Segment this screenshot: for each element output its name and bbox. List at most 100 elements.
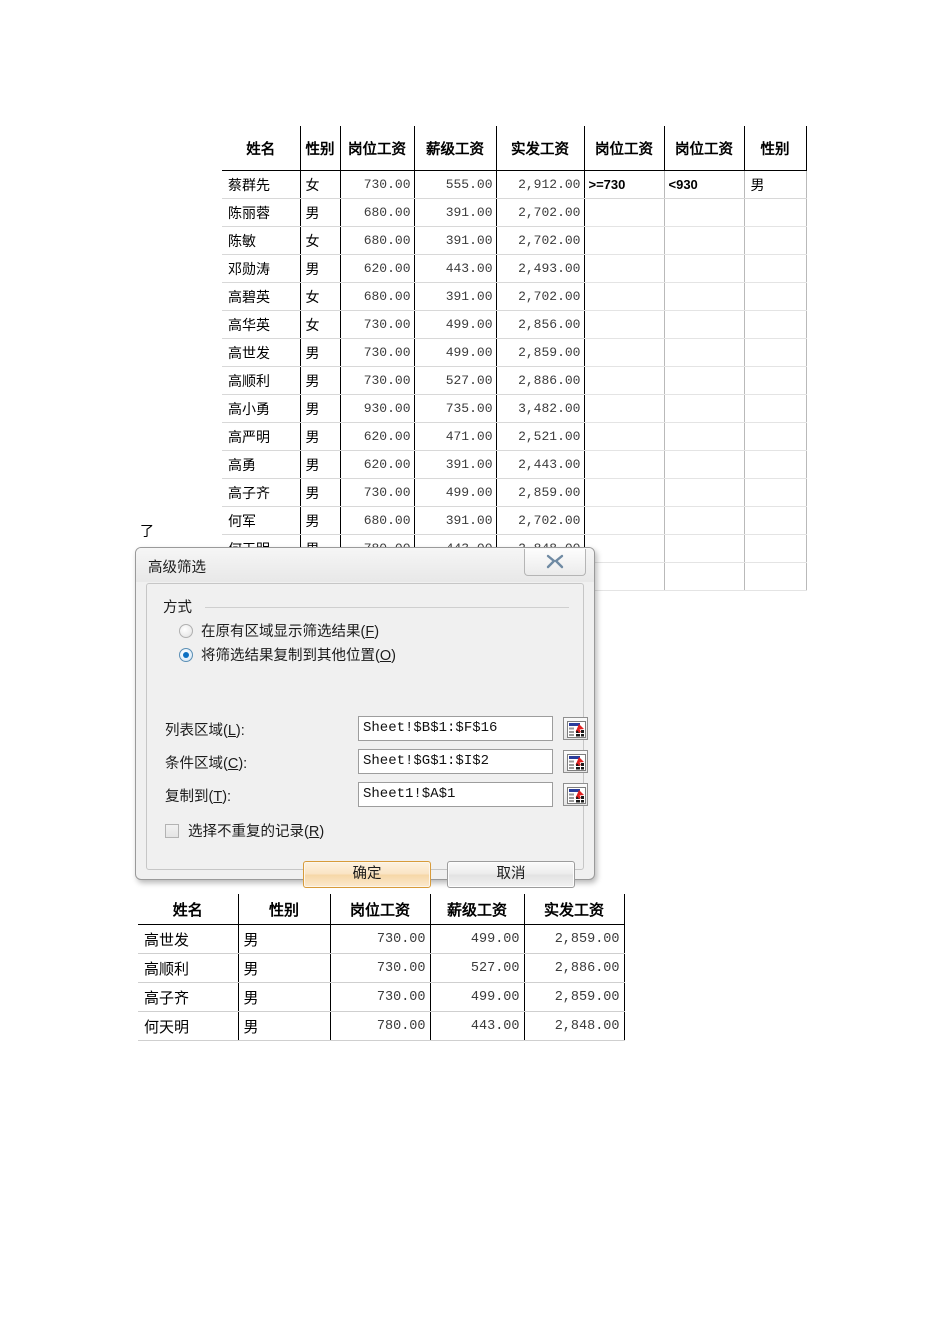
cell-criteria-post2[interactable] xyxy=(664,338,745,367)
cell-post-salary[interactable]: 730.00 xyxy=(340,170,415,199)
range-picker-icon-list[interactable] xyxy=(563,717,588,740)
cancel-button[interactable]: 取消 xyxy=(447,861,575,888)
cell-criteria-post2[interactable] xyxy=(664,478,745,507)
close-icon[interactable] xyxy=(524,549,586,576)
result-cell-name[interactable]: 高顺利 xyxy=(138,953,239,983)
result-cell-sex[interactable]: 男 xyxy=(238,924,331,954)
col-header-name[interactable]: 姓名 xyxy=(222,126,301,171)
copy-to-input[interactable]: Sheet1!$A$1 xyxy=(358,782,553,807)
cell-post-salary[interactable]: 620.00 xyxy=(340,450,415,479)
cell-criteria-post2[interactable] xyxy=(664,198,745,227)
cell-criteria-post1[interactable] xyxy=(584,254,665,283)
cell-criteria-post1[interactable] xyxy=(584,422,665,451)
cell-sex[interactable]: 女 xyxy=(300,226,341,255)
cell-name[interactable]: 陈丽蓉 xyxy=(222,198,301,227)
cell-criteria-sex[interactable] xyxy=(744,366,807,395)
table-row[interactable]: 高勇男 620.00 391.00 2,443.00 xyxy=(222,450,807,479)
cell-sex[interactable]: 男 xyxy=(300,394,341,423)
cell-post-salary[interactable]: 620.00 xyxy=(340,422,415,451)
cell-sex[interactable]: 男 xyxy=(300,198,341,227)
cell-actual-salary[interactable]: 3,482.00 xyxy=(496,394,585,423)
result-cell-actual-salary[interactable]: 2,848.00 xyxy=(524,1011,625,1041)
cell-post-salary[interactable]: 730.00 xyxy=(340,366,415,395)
cell-criteria-post2[interactable] xyxy=(664,310,745,339)
result-cell-sex[interactable]: 男 xyxy=(238,1011,331,1041)
cell-name[interactable]: 高勇 xyxy=(222,450,301,479)
cell-post-salary[interactable]: 730.00 xyxy=(340,338,415,367)
cell-criteria-post2[interactable] xyxy=(664,506,745,535)
cell-name[interactable]: 高华英 xyxy=(222,310,301,339)
cell-criteria-post2[interactable] xyxy=(664,282,745,311)
ok-button[interactable]: 确定 xyxy=(303,861,431,888)
cell-criteria-sex[interactable] xyxy=(744,198,807,227)
cell-criteria-post1[interactable] xyxy=(584,366,665,395)
cell-grade-salary[interactable]: 471.00 xyxy=(414,422,497,451)
result-cell-name[interactable]: 高世发 xyxy=(138,924,239,954)
cell-name[interactable]: 何军 xyxy=(222,506,301,535)
result-cell-post-salary[interactable]: 730.00 xyxy=(330,953,431,983)
cell-criteria-sex[interactable] xyxy=(744,422,807,451)
cell-criteria-post1[interactable] xyxy=(584,226,665,255)
cell-post-salary[interactable]: 620.00 xyxy=(340,254,415,283)
cell-criteria-post1[interactable] xyxy=(584,506,665,535)
cell-criteria-sex[interactable] xyxy=(744,254,807,283)
cell-name[interactable]: 高世发 xyxy=(222,338,301,367)
cell-grade-salary[interactable]: 391.00 xyxy=(414,282,497,311)
cell-criteria-post2[interactable] xyxy=(664,450,745,479)
cell-sex[interactable]: 男 xyxy=(300,366,341,395)
col-header-grade-salary[interactable]: 薪级工资 xyxy=(414,126,497,171)
unique-records-checkbox[interactable]: 选择不重复的记录(R) xyxy=(165,820,324,841)
table-row[interactable]: 高严明男 620.00 471.00 2,521.00 xyxy=(222,422,807,451)
cell-actual-salary[interactable]: 2,859.00 xyxy=(496,478,585,507)
col-header-post-salary[interactable]: 岗位工资 xyxy=(340,126,415,171)
cell-criteria-sex[interactable] xyxy=(744,506,807,535)
table-row[interactable]: 何军男 680.00 391.00 2,702.00 xyxy=(222,506,807,535)
col-header-criteria-sex[interactable]: 性别 xyxy=(744,126,807,171)
cell-criteria-post1[interactable] xyxy=(584,450,665,479)
result-col-header-post-salary[interactable]: 岗位工资 xyxy=(330,894,431,925)
checkbox-icon-unique[interactable] xyxy=(165,823,179,838)
cell-sex[interactable]: 男 xyxy=(300,422,341,451)
cell-criteria-sex[interactable] xyxy=(744,282,807,311)
cell-criteria-post1[interactable] xyxy=(584,282,665,311)
table-row[interactable]: 高小勇男 930.00 735.00 3,482.00 xyxy=(222,394,807,423)
result-cell-grade-salary[interactable]: 443.00 xyxy=(430,1011,525,1041)
cell-actual-salary[interactable]: 2,443.00 xyxy=(496,450,585,479)
range-picker-icon-criteria[interactable] xyxy=(563,750,588,773)
cell-criteria-post2[interactable] xyxy=(664,534,745,563)
result-cell-name[interactable]: 何天明 xyxy=(138,1011,239,1041)
cell-name[interactable]: 邓勋涛 xyxy=(222,254,301,283)
cell-criteria-sex[interactable] xyxy=(744,450,807,479)
cell-criteria-sex[interactable] xyxy=(744,394,807,423)
result-cell-post-salary[interactable]: 730.00 xyxy=(330,924,431,954)
result-cell-grade-salary[interactable]: 499.00 xyxy=(430,924,525,954)
cell-criteria-sex[interactable]: 男 xyxy=(744,170,807,199)
cell-sex[interactable]: 女 xyxy=(300,170,341,199)
col-header-actual-salary[interactable]: 实发工资 xyxy=(496,126,585,171)
cell-name[interactable]: 高顺利 xyxy=(222,366,301,395)
result-cell-post-salary[interactable]: 730.00 xyxy=(330,982,431,1012)
cell-criteria-post2[interactable] xyxy=(664,394,745,423)
cell-post-salary[interactable]: 680.00 xyxy=(340,282,415,311)
cell-grade-salary[interactable]: 555.00 xyxy=(414,170,497,199)
dialog-title-bar[interactable]: 高级筛选 xyxy=(136,548,594,582)
result-cell-grade-salary[interactable]: 499.00 xyxy=(430,982,525,1012)
cell-sex[interactable]: 男 xyxy=(300,506,341,535)
cell-actual-salary[interactable]: 2,886.00 xyxy=(496,366,585,395)
cell-criteria-post1[interactable] xyxy=(584,310,665,339)
cell-actual-salary[interactable]: 2,912.00 xyxy=(496,170,585,199)
result-table-row[interactable]: 高顺利男 730.00 527.00 2,886.00 xyxy=(138,953,625,983)
result-cell-actual-salary[interactable]: 2,859.00 xyxy=(524,924,625,954)
cell-criteria-sex[interactable] xyxy=(744,478,807,507)
cell-sex[interactable]: 男 xyxy=(300,254,341,283)
cell-sex[interactable]: 男 xyxy=(300,338,341,367)
cell-criteria-sex[interactable] xyxy=(744,338,807,367)
cell-grade-salary[interactable]: 391.00 xyxy=(414,450,497,479)
radio-icon-copy-to-other[interactable] xyxy=(179,647,193,662)
cell-actual-salary[interactable]: 2,702.00 xyxy=(496,226,585,255)
cell-criteria-post1[interactable]: >=730 xyxy=(584,170,665,199)
cell-actual-salary[interactable]: 2,859.00 xyxy=(496,338,585,367)
table-row[interactable]: 高碧英女 680.00 391.00 2,702.00 xyxy=(222,282,807,311)
cell-criteria-sex[interactable] xyxy=(744,534,807,563)
cell-name[interactable]: 高子齐 xyxy=(222,478,301,507)
